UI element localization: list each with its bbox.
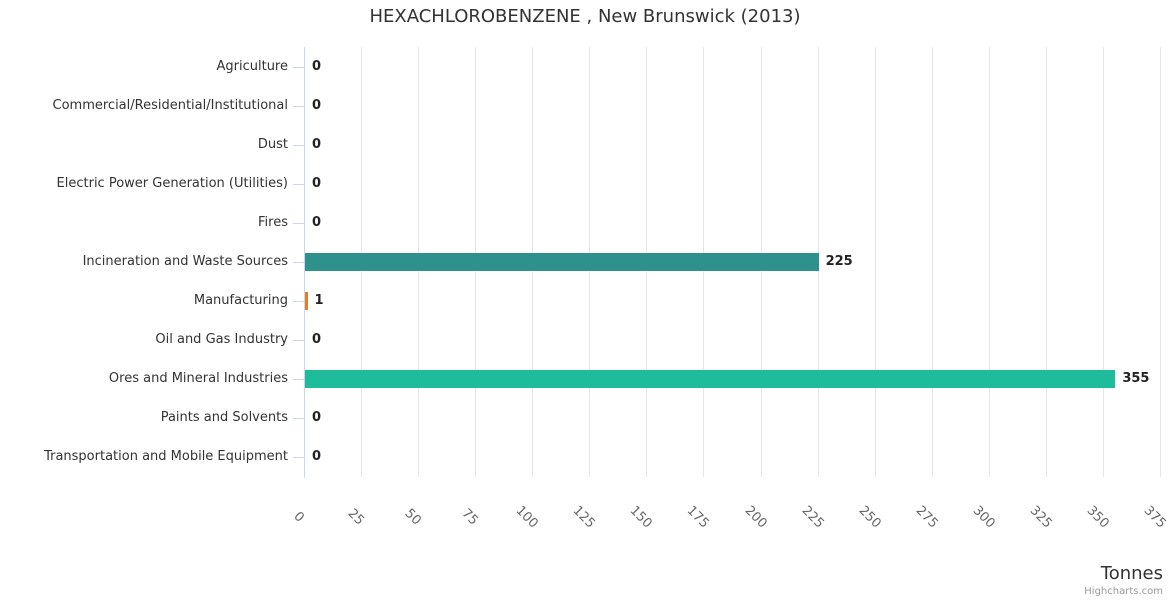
y-axis-tick [293,222,304,224]
y-axis-tick [293,457,304,459]
category-label: Commercial/Residential/Institutional [52,97,289,113]
x-axis-title: Tonnes [1100,563,1163,584]
x-axis-tick-label: 125 [569,503,599,532]
category-label: Electric Power Generation (Utilities) [56,175,288,191]
bar-value-label: 0 [312,449,322,465]
x-axis-tick-label: 50 [401,506,424,529]
bar-value-label: 0 [312,332,322,348]
category-label: Agriculture [216,58,289,74]
y-axis-tick [293,183,304,185]
category-label: Paints and Solvents [160,410,288,426]
chart-title: HEXACHLOROBENZENE , New Brunswick (2013) [369,6,801,27]
bar-value-label: 0 [312,58,322,74]
gridline [931,47,933,477]
bar-value-label: 0 [312,97,322,113]
y-axis-tick [293,66,304,68]
category-label: Fires [258,214,288,230]
highcharts-credit-link[interactable]: Highcharts.com [1084,586,1163,597]
category-label: Oil and Gas Industry [155,332,288,348]
y-axis-tick [293,262,304,263]
category-label: Manufacturing [193,293,288,309]
y-axis-tick [293,379,304,381]
x-axis-tick-label: 375 [1140,503,1169,532]
category-label: Transportation and Mobile Equipment [44,449,288,465]
y-axis-tick [293,105,304,107]
x-axis-tick-label: 75 [458,506,482,529]
x-axis-tick-label: 25 [344,506,367,529]
bar-segment[interactable] [305,253,819,271]
x-axis-tick-label: 250 [855,503,884,532]
y-axis-tick [293,418,304,420]
category-label: Incineration and Waste Sources [82,254,288,269]
gridline [874,47,876,477]
x-axis-tick-label: 300 [969,503,998,532]
x-axis-tick-label: 200 [741,503,770,532]
gridline [1160,47,1161,477]
x-axis-tick-label: 175 [684,503,713,532]
bar-value-label: 0 [312,136,322,152]
y-axis-line [304,47,305,478]
x-axis-tick-label: 0 [290,509,307,526]
bar-value-label: 225 [825,254,853,269]
gridline [988,47,990,477]
x-axis-tick-label: 150 [627,503,656,532]
x-axis-tick-label: 275 [912,503,941,532]
category-label: Ores and Mineral Industries [108,371,288,387]
bar-value-label: 0 [312,214,322,230]
gridline [1102,47,1104,477]
y-axis-tick [293,301,304,303]
bar-segment[interactable] [305,292,308,311]
bar-value-label: 0 [312,175,322,191]
bar-value-label: 0 [312,410,322,426]
y-axis-tick [293,144,304,146]
y-axis-tick [293,340,304,342]
x-axis-tick-label: 225 [798,503,827,532]
gridline [1045,47,1047,477]
category-label: Dust [257,136,288,152]
x-axis-tick-label: 350 [1083,503,1112,532]
bar-value-label: 355 [1122,371,1150,387]
x-axis-tick-label: 100 [512,503,542,532]
x-axis-tick-label: 325 [1026,503,1055,532]
bar-segment[interactable] [305,370,1116,389]
bar-value-label: 1 [314,293,324,309]
